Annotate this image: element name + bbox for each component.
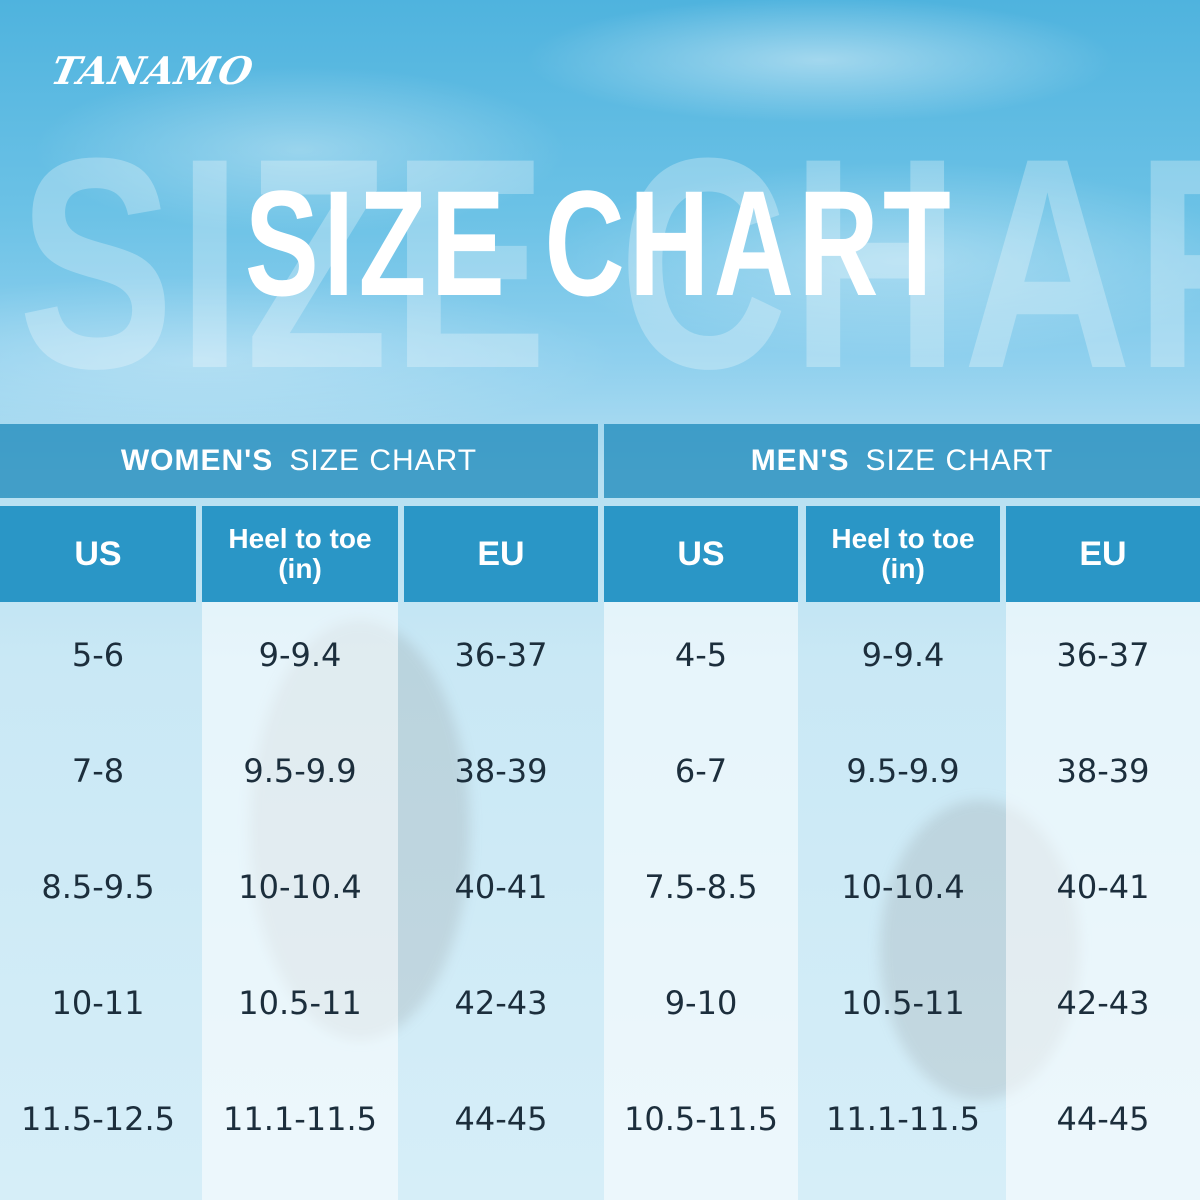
table-cell: 40-41	[454, 868, 548, 906]
women-eu-column: 36-37 38-39 40-41 42-43 44-45	[404, 602, 598, 1200]
page-title: SIZE CHART	[0, 168, 1200, 318]
women-heel-column: 9-9.4 9.5-9.9 10-10.4 10.5-11 11.1-11.5	[202, 602, 398, 1200]
table-cell: 38-39	[454, 752, 548, 790]
women-header-rest: SIZE CHART	[289, 444, 478, 477]
men-size-chart-header: MEN'S SIZE CHART	[604, 424, 1200, 498]
women-col-heel-to-toe: Heel to toe (in)	[202, 506, 398, 602]
sky-background	[0, 0, 1200, 430]
table-cell: 9.5-9.9	[243, 752, 357, 790]
table-cell: 36-37	[1056, 636, 1150, 674]
table-cell: 9-9.4	[861, 636, 945, 674]
table-cell: 44-45	[454, 1100, 548, 1138]
men-col-heel-unit: (in)	[881, 553, 925, 584]
table-cell: 9-9.4	[258, 636, 342, 674]
table-cell: 4-5	[674, 636, 728, 674]
women-us-column: 5-6 7-8 8.5-9.5 10-11 11.5-12.5	[0, 602, 196, 1200]
table-cell: 7.5-8.5	[644, 868, 758, 906]
table-cell: 11.1-11.5	[222, 1100, 378, 1138]
page-title-text: SIZE CHART	[244, 159, 956, 327]
background-watermark-text: SIZE CHART	[18, 110, 1200, 410]
men-col-us-label: US	[677, 534, 725, 573]
men-col-us: US	[604, 506, 798, 602]
table-cell: 40-41	[1056, 868, 1150, 906]
women-col-heel-unit: (in)	[278, 553, 322, 584]
table-cell: 42-43	[454, 984, 548, 1022]
table-cell: 8.5-9.5	[41, 868, 155, 906]
table-cell: 6-7	[674, 752, 728, 790]
size-chart-table: WOMEN'S SIZE CHART MEN'S SIZE CHART US H…	[0, 424, 1200, 1200]
table-cell: 5-6	[71, 636, 125, 674]
women-col-eu: EU	[404, 506, 598, 602]
table-cell: 10.5-11	[238, 984, 362, 1022]
men-eu-column: 36-37 38-39 40-41 42-43 44-45	[1006, 602, 1200, 1200]
men-header-rest: SIZE CHART	[865, 444, 1054, 477]
table-cell: 11.1-11.5	[825, 1100, 981, 1138]
men-us-column: 4-5 6-7 7.5-8.5 9-10 10.5-11.5	[604, 602, 798, 1200]
men-col-heel-to-toe: Heel to toe (in)	[806, 506, 1000, 602]
table-cell: 38-39	[1056, 752, 1150, 790]
women-col-us: US	[0, 506, 196, 602]
table-cell: 9.5-9.9	[846, 752, 960, 790]
women-col-heel-label: Heel to toe	[228, 523, 372, 554]
men-col-eu: EU	[1006, 506, 1200, 602]
background-watermark-title: SIZE CHART	[0, 110, 1200, 410]
table-cell: 44-45	[1056, 1100, 1150, 1138]
women-header-bold: WOMEN'S	[120, 444, 274, 477]
table-cell: 9-10	[664, 984, 738, 1022]
table-cell: 10-10.4	[841, 868, 965, 906]
table-cell: 10-11	[51, 984, 145, 1022]
women-col-us-label: US	[74, 534, 122, 573]
table-cell: 11.5-12.5	[20, 1100, 176, 1138]
table-cell: 10.5-11	[841, 984, 965, 1022]
table-cell: 42-43	[1056, 984, 1150, 1022]
men-heel-column: 9-9.4 9.5-9.9 10-10.4 10.5-11 11.1-11.5	[806, 602, 1000, 1200]
men-col-heel-label: Heel to toe	[831, 523, 975, 554]
brand-logo: TANAMO	[47, 48, 258, 93]
table-cell: 36-37	[454, 636, 548, 674]
women-col-eu-label: EU	[477, 534, 525, 573]
men-col-eu-label: EU	[1079, 534, 1127, 573]
table-cell: 10.5-11.5	[623, 1100, 779, 1138]
men-header-bold: MEN'S	[750, 444, 850, 477]
table-cell: 7-8	[71, 752, 125, 790]
table-cell: 10-10.4	[238, 868, 362, 906]
women-size-chart-header: WOMEN'S SIZE CHART	[0, 424, 598, 498]
